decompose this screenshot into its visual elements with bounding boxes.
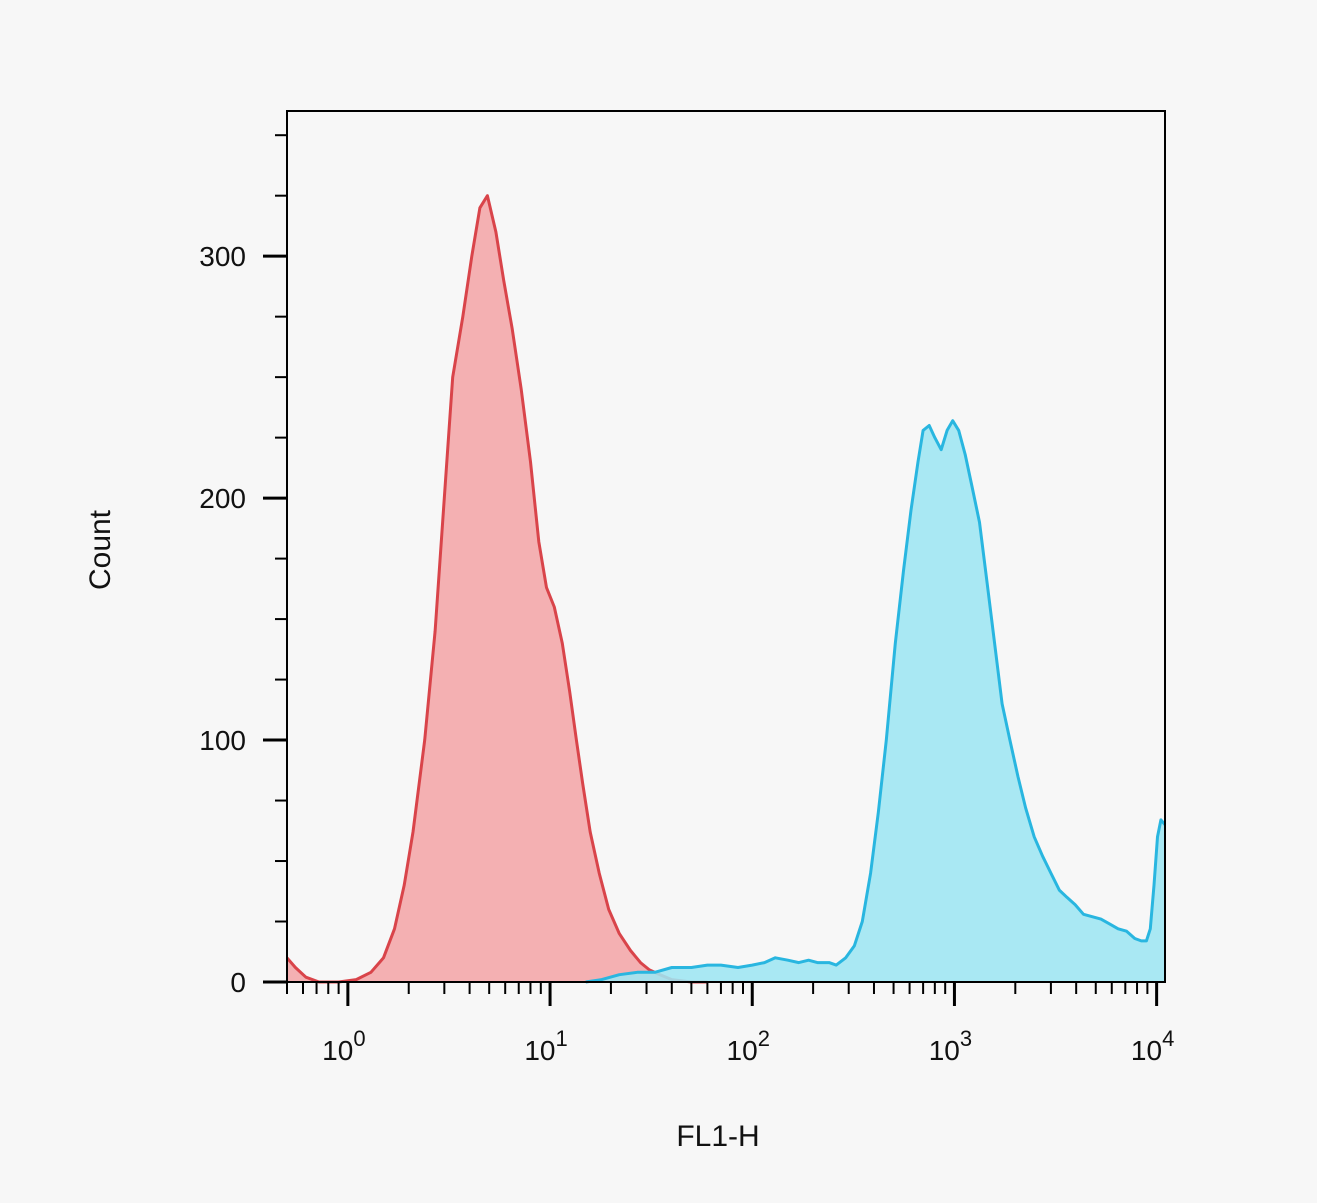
x-tick-label-exponent: 1 [556,1026,568,1051]
y-axis-label: Count [84,509,117,590]
series-1-line [585,419,1167,984]
x-tick-label-base: 10 [929,1035,960,1066]
x-tick-label-exponent: 3 [960,1026,972,1051]
x-tick-label-exponent: 4 [1162,1026,1174,1051]
x-axis-label: FL1-H [676,1120,759,1153]
series-layer [285,194,1167,984]
x-axis: 100 101 102 103 104 [286,982,1174,1066]
x-tick-label: 104 [1131,1026,1174,1066]
x-tick-label: 101 [524,1026,567,1066]
x-tick-label: 103 [929,1026,972,1066]
x-tick-label-exponent: 2 [758,1026,770,1051]
x-tick-label-base: 10 [1131,1035,1162,1066]
y-axis: 0 100 200 300 [199,134,287,998]
x-tick-label: 100 [322,1026,365,1066]
y-tick-label: 100 [199,725,246,756]
series-0-fill [287,195,708,982]
y-tick-label: 0 [230,967,246,998]
series-0-line [285,194,708,984]
plot-frame [286,110,1166,983]
series-1-fill [585,420,1165,982]
x-tick-label-exponent: 0 [353,1026,365,1051]
y-tick-label: 300 [199,241,246,272]
x-tick-label-base: 10 [524,1035,555,1066]
x-tick-label-base: 10 [322,1035,353,1066]
x-tick-label: 102 [727,1026,770,1066]
x-tick-label-base: 10 [727,1035,758,1066]
y-tick-label: 200 [199,483,246,514]
